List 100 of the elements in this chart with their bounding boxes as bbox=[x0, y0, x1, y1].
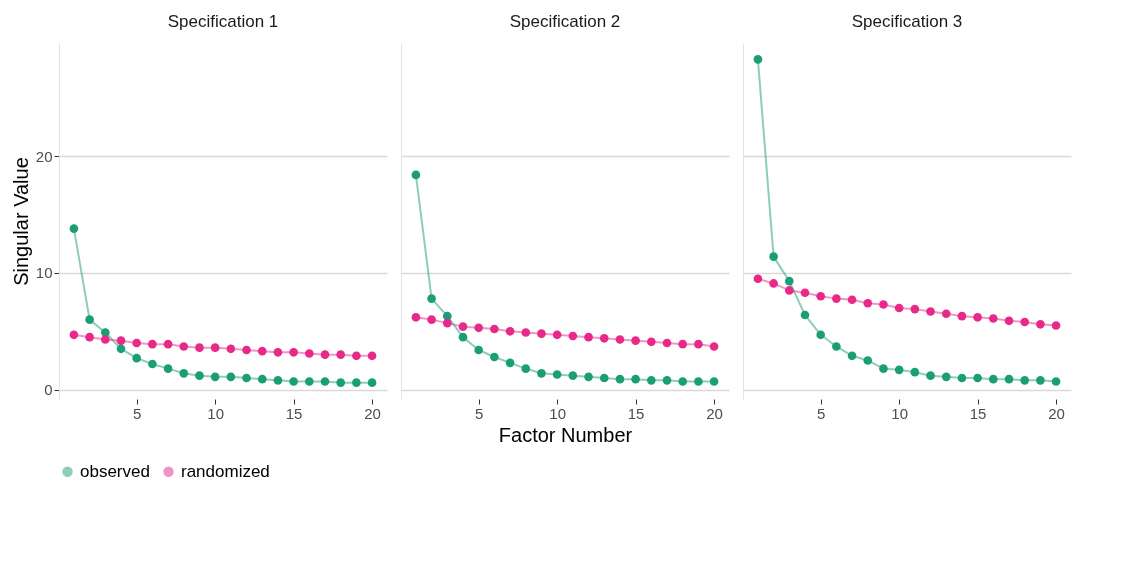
x-tick-label: 5 bbox=[817, 404, 826, 422]
point bbox=[784, 276, 794, 286]
point bbox=[226, 372, 236, 382]
point bbox=[926, 371, 935, 380]
point bbox=[599, 333, 609, 343]
x-tick-label: 15 bbox=[285, 404, 303, 422]
point bbox=[490, 324, 499, 334]
point bbox=[116, 336, 126, 345]
point bbox=[646, 337, 656, 347]
point bbox=[336, 350, 346, 359]
x-tick-label: 20 bbox=[1048, 404, 1065, 422]
point bbox=[273, 347, 283, 357]
y-axis-title: Singular Value bbox=[9, 157, 32, 286]
point bbox=[552, 370, 562, 379]
point bbox=[1020, 376, 1030, 385]
point bbox=[273, 376, 283, 385]
point bbox=[709, 377, 719, 386]
point bbox=[179, 342, 189, 351]
point bbox=[521, 328, 531, 337]
point bbox=[320, 350, 330, 359]
point bbox=[505, 358, 515, 368]
point bbox=[257, 346, 267, 356]
y-tick-label: 20 bbox=[35, 147, 53, 165]
point bbox=[631, 336, 640, 345]
point bbox=[894, 365, 904, 375]
point bbox=[973, 373, 982, 383]
point bbox=[148, 359, 157, 369]
point bbox=[863, 356, 873, 365]
point bbox=[1004, 316, 1014, 326]
point bbox=[769, 279, 778, 288]
point bbox=[709, 342, 719, 351]
point bbox=[289, 347, 298, 357]
point bbox=[1051, 377, 1061, 386]
x-tick-label: 15 bbox=[627, 404, 645, 422]
point bbox=[474, 345, 484, 355]
point bbox=[694, 339, 703, 349]
point bbox=[537, 369, 546, 378]
point bbox=[257, 374, 267, 384]
point bbox=[753, 55, 763, 64]
point bbox=[352, 351, 361, 361]
point bbox=[694, 377, 703, 386]
point bbox=[242, 373, 251, 383]
point bbox=[552, 330, 562, 340]
y-tick-label: 10 bbox=[35, 264, 53, 282]
x-tick-label: 5 bbox=[133, 404, 142, 422]
point bbox=[304, 349, 314, 358]
point bbox=[490, 352, 499, 362]
point bbox=[411, 312, 421, 322]
point bbox=[753, 274, 763, 284]
point bbox=[132, 353, 142, 363]
point bbox=[847, 351, 857, 361]
point bbox=[148, 339, 157, 349]
x-tick-label: 10 bbox=[891, 404, 908, 422]
x-tick-label: 20 bbox=[364, 404, 381, 422]
point bbox=[210, 343, 220, 352]
point bbox=[474, 323, 484, 333]
point bbox=[242, 345, 251, 355]
point bbox=[537, 329, 546, 338]
x-axis-title: Factor Number bbox=[498, 423, 633, 446]
point bbox=[336, 378, 346, 387]
point bbox=[894, 303, 904, 313]
point bbox=[1020, 317, 1030, 327]
x-tick-label: 20 bbox=[706, 404, 723, 422]
point bbox=[179, 369, 189, 378]
x-tick-label: 10 bbox=[207, 404, 224, 422]
point bbox=[320, 377, 330, 386]
point bbox=[988, 314, 998, 323]
x-tick-label: 5 bbox=[475, 404, 484, 422]
point bbox=[163, 339, 173, 349]
point bbox=[458, 322, 468, 331]
point bbox=[910, 367, 920, 377]
point bbox=[847, 295, 857, 305]
point bbox=[132, 338, 142, 348]
x-tick-label: 10 bbox=[549, 404, 566, 422]
point bbox=[568, 331, 578, 341]
point bbox=[832, 342, 841, 351]
point bbox=[69, 330, 79, 340]
point bbox=[816, 330, 826, 340]
point bbox=[988, 374, 998, 384]
point bbox=[1036, 376, 1045, 385]
chart-title: Specification 2 bbox=[509, 12, 621, 31]
point bbox=[304, 377, 314, 386]
point bbox=[210, 372, 220, 382]
point bbox=[926, 307, 935, 316]
point bbox=[1004, 374, 1014, 384]
chart-title: Specification 3 bbox=[851, 12, 963, 31]
point bbox=[85, 332, 94, 342]
point bbox=[367, 378, 377, 387]
point bbox=[505, 326, 515, 336]
point bbox=[910, 304, 920, 314]
point bbox=[832, 294, 841, 303]
point bbox=[116, 344, 126, 354]
point bbox=[584, 372, 593, 382]
point bbox=[784, 286, 794, 295]
point bbox=[615, 374, 625, 384]
point bbox=[85, 315, 94, 324]
point bbox=[957, 373, 967, 383]
point bbox=[816, 291, 826, 301]
point bbox=[427, 294, 436, 303]
point bbox=[195, 343, 204, 352]
